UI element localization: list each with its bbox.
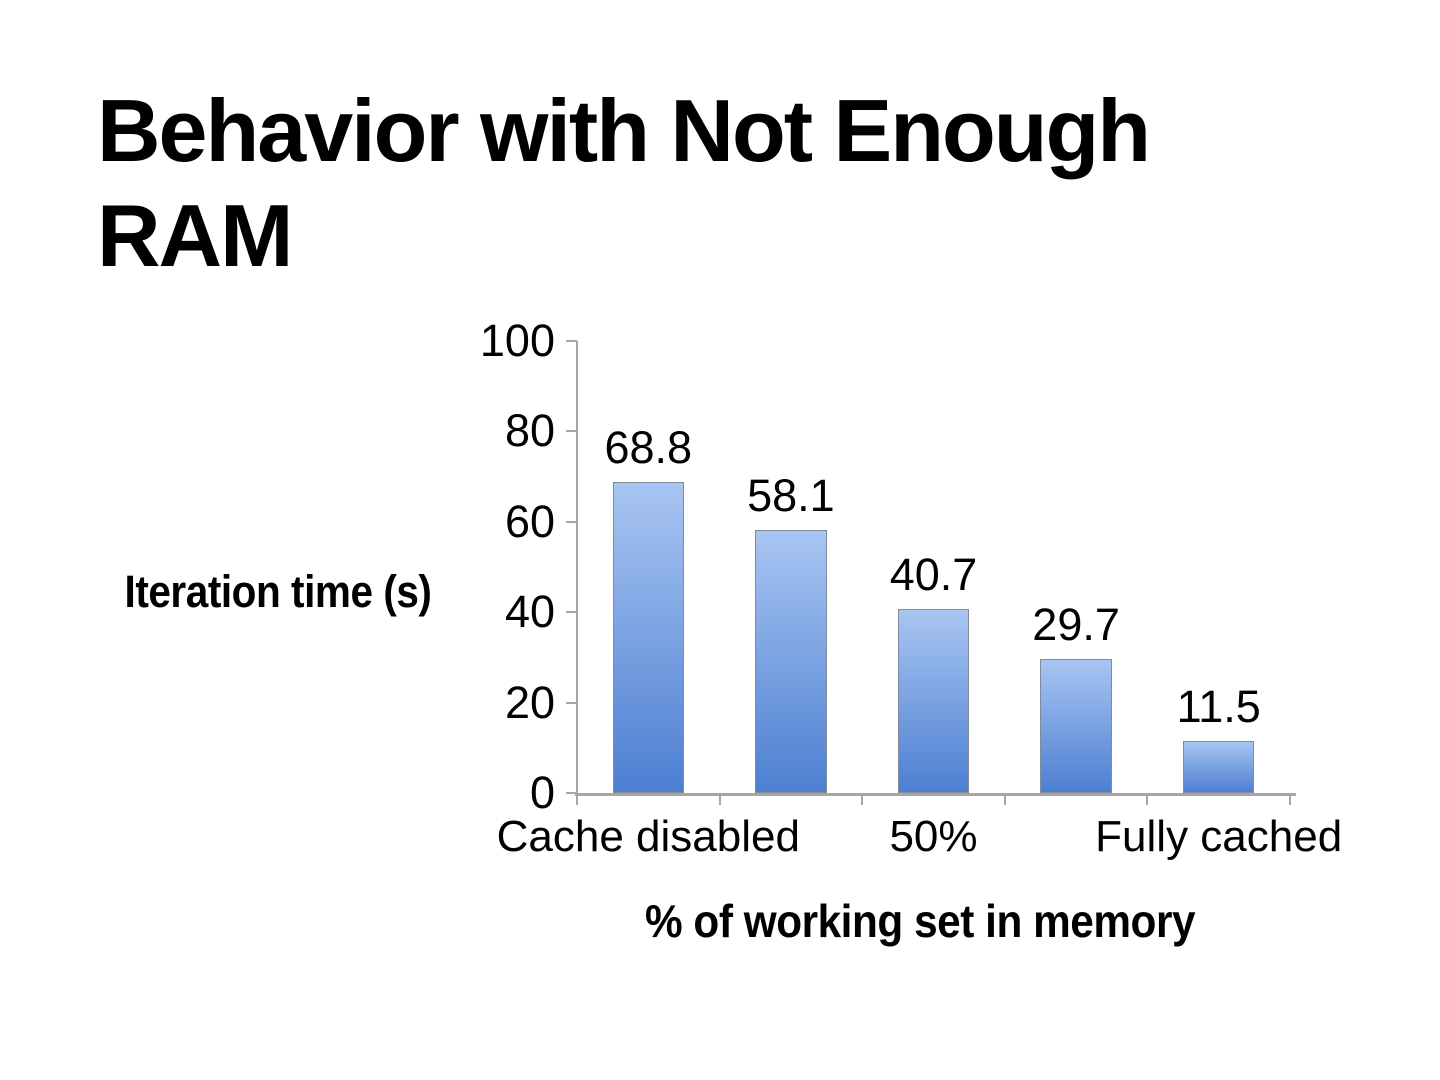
x-axis-title: % of working set in memory (644, 895, 1196, 947)
x-axis-tick (576, 796, 578, 805)
y-tick-label: 60 (504, 495, 555, 547)
x-axis-tick (1146, 796, 1149, 805)
y-axis-line (576, 341, 578, 793)
y-tick-label: 0 (529, 767, 555, 818)
y-axis-tick (566, 611, 577, 614)
x-category-label: Cache disabled (496, 812, 800, 861)
y-axis-tick (566, 701, 577, 704)
bar (1183, 741, 1255, 793)
x-category-label: Fully cached (1095, 812, 1343, 861)
bar-value-label: 68.8 (604, 422, 693, 474)
bar-value-label: 11.5 (1176, 681, 1261, 733)
x-category-label: 50% (889, 812, 978, 861)
bar (612, 482, 684, 793)
bar-value-label: 40.7 (889, 549, 978, 601)
slide-title: Behavior with Not Enough RAM (97, 81, 1151, 285)
x-axis-tick (861, 796, 864, 805)
y-axis-tick (566, 792, 577, 794)
bar (1040, 658, 1112, 793)
y-axis-tick (566, 340, 577, 343)
bar (755, 530, 827, 793)
bar-chart-plot-area: 68.8 58.1 40.7 29.7 11.5 0 20 40 60 80 100 Cache di… (480, 315, 1342, 861)
x-axis-tick (718, 796, 721, 805)
y-tick-label: 40 (504, 586, 555, 638)
y-tick-label: 20 (504, 676, 555, 728)
y-axis-tick (566, 430, 577, 433)
y-tick-label: 80 (504, 405, 555, 457)
y-axis-tick (566, 520, 577, 523)
y-tick-label: 100 (479, 315, 555, 366)
bar-value-label: 58.1 (747, 470, 835, 522)
bar (897, 609, 970, 793)
x-axis-tick (1289, 796, 1291, 805)
x-axis-tick (1003, 796, 1006, 805)
bar-value-label: 29.7 (1032, 598, 1120, 650)
x-axis-line (575, 793, 1296, 796)
y-axis-title: Iteration time (s) (124, 566, 432, 617)
